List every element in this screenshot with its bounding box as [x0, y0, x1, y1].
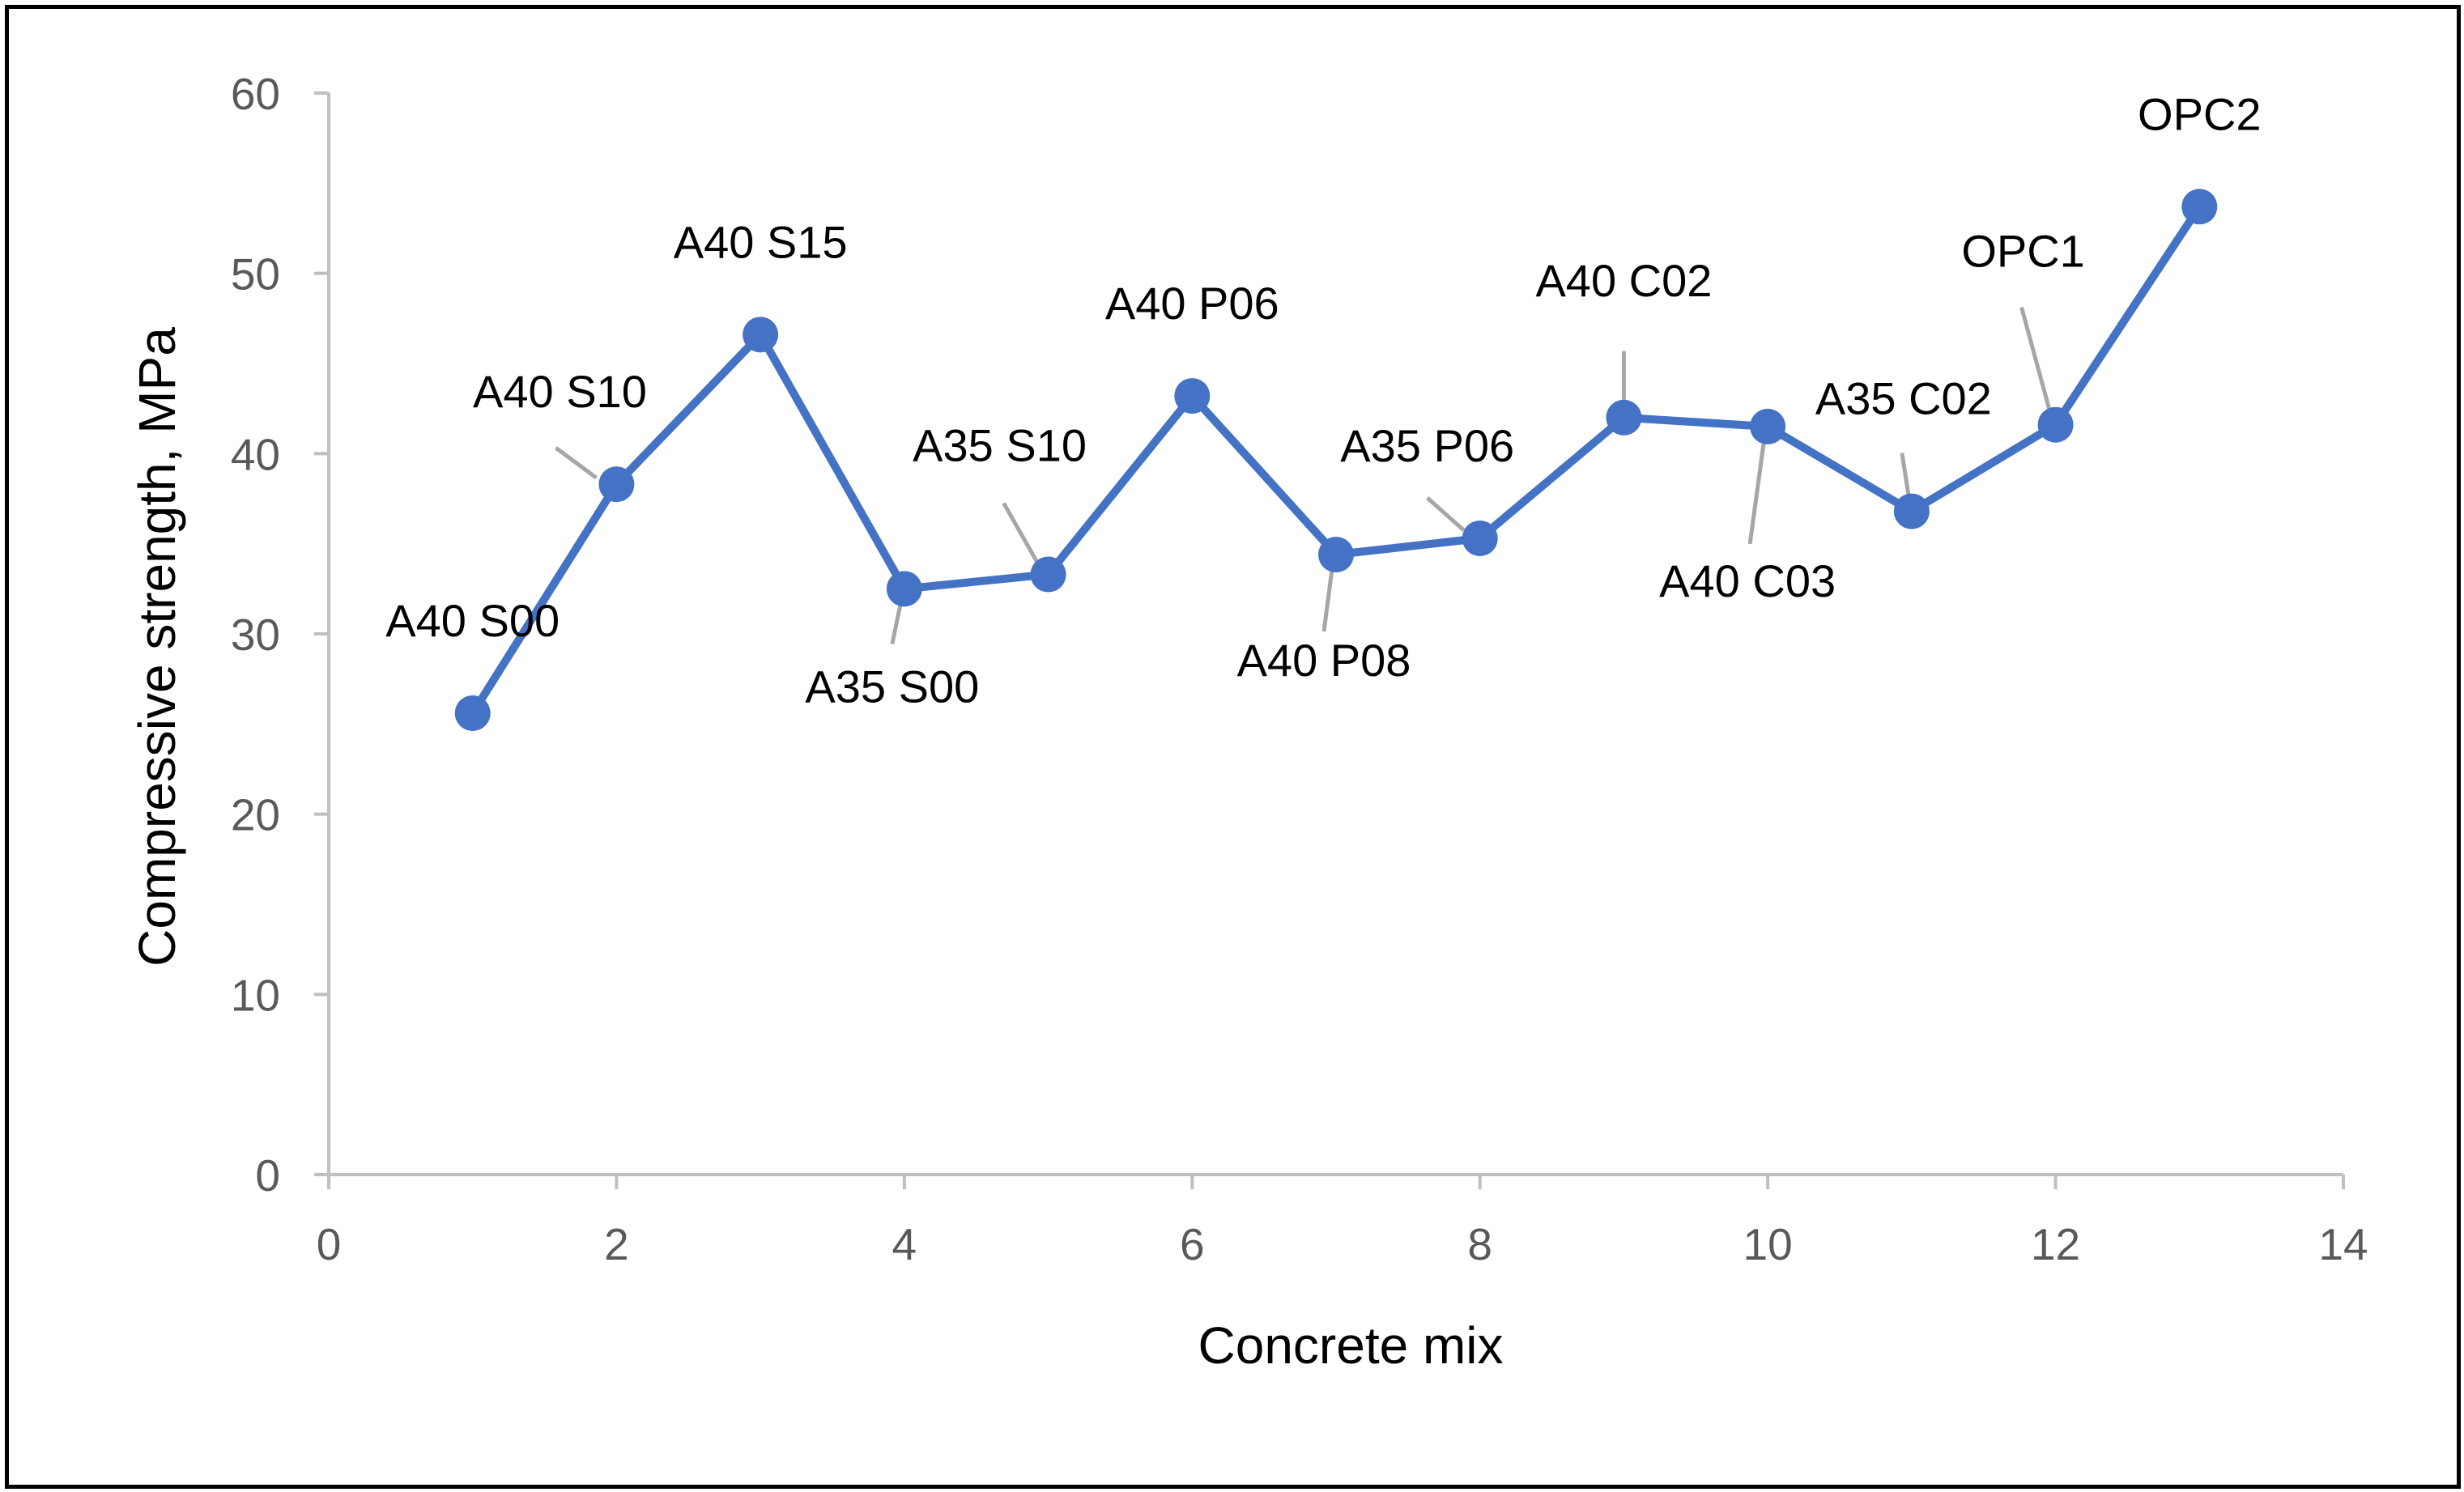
- y-tick-label: 20: [231, 790, 280, 840]
- point-labels: A40 S00 A40 S10 A40 S15 A35 S00 A35 S10 A40 P…: [385, 88, 2261, 712]
- data-label: A35 P06: [1340, 420, 1514, 471]
- y-tick-label: 30: [231, 610, 280, 660]
- data-point: [2037, 406, 2074, 443]
- data-point: [1318, 537, 1354, 573]
- data-point: [1750, 408, 1786, 444]
- data-point: [598, 466, 635, 503]
- x-tick-label: 4: [892, 1219, 917, 1269]
- data-label: A40 S15: [674, 216, 848, 267]
- data-point: [1893, 493, 1930, 529]
- data-label: OPC1: [1961, 226, 2085, 277]
- data-point: [743, 317, 779, 353]
- axes: 0 2 4 6 8 10 12 14 0 10 20 30 40 50 60: [231, 69, 2368, 1269]
- data-point: [2181, 189, 2218, 225]
- data-label: A40 S00: [385, 595, 560, 646]
- leader-line: [890, 604, 903, 644]
- x-tick-label: 8: [1467, 1219, 1492, 1269]
- y-tick-label: 10: [231, 970, 280, 1020]
- data-point: [1174, 378, 1211, 414]
- leader-line: [1900, 453, 1912, 499]
- data-label: OPC2: [2138, 88, 2262, 139]
- data-label: A40 P08: [1237, 635, 1411, 686]
- leader-line: [1002, 502, 1040, 566]
- x-tick-label: 2: [604, 1219, 629, 1269]
- data-point: [454, 695, 491, 731]
- leader-line: [1426, 496, 1466, 532]
- leader-lines: [554, 307, 2051, 644]
- x-axis-title: Concrete mix: [1198, 1316, 1504, 1375]
- y-tick-label: 50: [231, 249, 280, 300]
- y-axis-title: Compressive strength, MPa: [128, 327, 186, 967]
- x-tick-label: 14: [2318, 1219, 2368, 1269]
- data-label: A40 S10: [473, 366, 647, 417]
- leader-line: [554, 446, 598, 480]
- leader-line: [1747, 442, 1766, 545]
- data-point: [1462, 520, 1498, 556]
- x-tick-label: 0: [317, 1219, 342, 1269]
- y-tick-label: 0: [255, 1150, 280, 1201]
- x-tick-label: 6: [1180, 1219, 1205, 1269]
- data-label: A35 S10: [913, 420, 1087, 471]
- data-label: A35 C02: [1815, 373, 1992, 424]
- chart-frame: 0 2 4 6 8 10 12 14 0 10 20 30 40 50 60 A40 S00 A40 S10 A…: [5, 5, 2461, 1489]
- y-tick-label: 60: [231, 69, 280, 119]
- data-label: A40 C02: [1535, 255, 1712, 306]
- x-tick-label: 10: [1743, 1219, 1793, 1269]
- data-label: A40 P06: [1105, 278, 1279, 329]
- leader-line: [2019, 307, 2051, 410]
- data-label: A40 C03: [1659, 555, 1836, 606]
- data-point: [886, 571, 922, 607]
- data-label: A35 S00: [805, 661, 979, 712]
- leader-line: [1321, 568, 1334, 632]
- data-point: [1030, 556, 1066, 593]
- x-tick-label: 12: [2031, 1219, 2080, 1269]
- y-tick-label: 40: [231, 429, 280, 479]
- series-layer: [454, 189, 2218, 731]
- data-point: [1606, 399, 1642, 436]
